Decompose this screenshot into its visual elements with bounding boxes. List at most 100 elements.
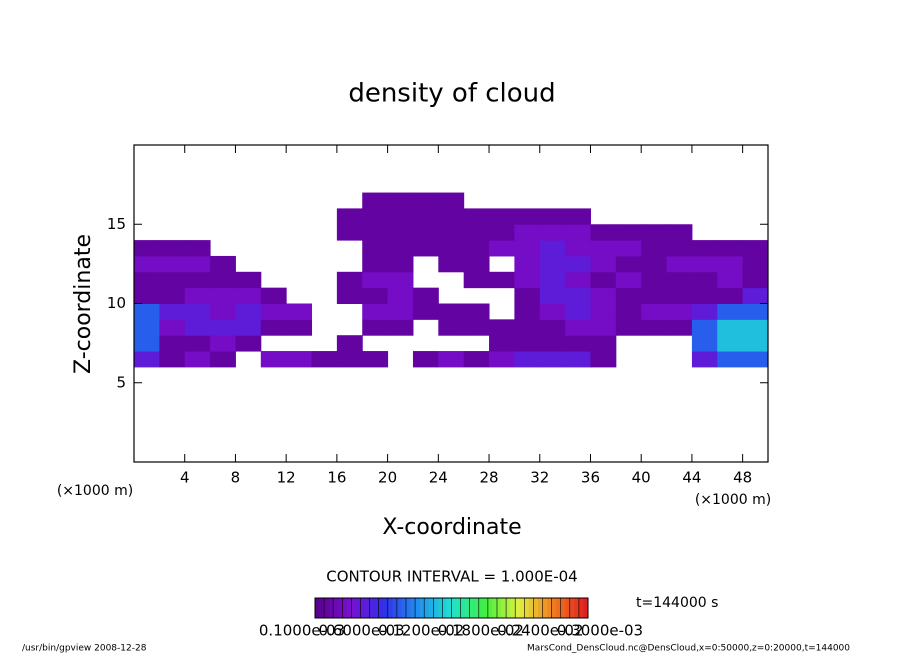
density-cell <box>565 287 591 304</box>
colorbar-swatch <box>569 598 575 618</box>
y-tick-label: 10 <box>107 294 126 312</box>
density-cell <box>691 335 718 352</box>
density-cell <box>666 224 693 241</box>
x-tick-label: 48 <box>733 469 752 487</box>
density-cell <box>159 351 186 368</box>
colorbar-swatch <box>365 598 370 618</box>
colorbar-swatch <box>442 598 448 618</box>
density-cell <box>489 224 515 241</box>
density-cell <box>387 287 414 304</box>
density-cell <box>489 271 515 289</box>
colorbar-swatch <box>355 598 361 618</box>
density-cell <box>438 303 465 320</box>
density-cell <box>590 224 617 241</box>
colorbar-swatch <box>346 598 352 618</box>
density-cell <box>463 351 490 368</box>
density-cell <box>742 335 769 352</box>
density-cell <box>539 224 566 241</box>
density-cell <box>666 240 693 257</box>
colorbar-swatch <box>369 598 375 618</box>
density-cell <box>362 271 389 289</box>
density-cell <box>387 192 414 209</box>
density-cell <box>691 319 718 336</box>
density-cell <box>463 255 490 273</box>
density-cell <box>463 319 490 336</box>
density-cell <box>210 287 236 304</box>
density-cell <box>387 224 414 241</box>
colorbar-swatch <box>337 598 343 618</box>
field <box>134 192 769 368</box>
colorbar-swatch <box>487 598 493 618</box>
density-cell <box>438 351 465 368</box>
density-cell <box>539 335 566 352</box>
colorbar-label: 0.3000e-03 <box>557 622 643 640</box>
density-cell <box>438 319 465 336</box>
contour-interval: CONTOUR INTERVAL = 1.000E-04 <box>326 568 577 586</box>
density-cell <box>387 271 414 289</box>
colorbar-swatch <box>351 598 357 618</box>
colorbar-swatch <box>424 598 430 618</box>
density-cell <box>666 319 693 336</box>
colorbar-swatch <box>387 598 393 618</box>
colorbar-swatch <box>506 598 512 618</box>
density-cell <box>691 351 718 368</box>
density-cell <box>615 271 642 289</box>
density-cell <box>539 287 566 304</box>
density-cell <box>691 271 718 289</box>
density-cell <box>159 240 186 257</box>
density-cell <box>412 208 439 225</box>
density-cell <box>387 208 414 225</box>
colorbar-swatch <box>537 598 543 618</box>
density-cell <box>286 303 313 320</box>
density-cell <box>134 319 160 336</box>
density-cell <box>590 335 617 352</box>
y-tick-label: 15 <box>107 215 126 233</box>
colorbar-swatch <box>378 598 384 618</box>
density-cell <box>514 319 541 336</box>
x-tick-label: 24 <box>429 469 448 487</box>
footer-right: MarsCond_DensCloud.nc@DensCloud,x=0:5000… <box>527 644 850 654</box>
x-tick-label: 32 <box>530 469 549 487</box>
density-cell <box>184 271 211 289</box>
colorbar-swatch <box>319 598 325 618</box>
x-tick-label: 12 <box>277 469 296 487</box>
density-cell <box>514 240 541 257</box>
density-cell <box>412 287 439 304</box>
density-cell <box>615 287 642 304</box>
density-cell <box>184 255 211 273</box>
x-tick-label: 28 <box>479 469 498 487</box>
colorbar-swatch <box>437 598 443 618</box>
x-tick-label: 8 <box>231 469 241 487</box>
density-cell <box>514 208 541 225</box>
x-tick-label: 40 <box>632 469 651 487</box>
density-cell <box>412 224 439 241</box>
density-cell <box>336 351 363 368</box>
colorbar-swatch <box>324 598 330 618</box>
density-cell <box>565 351 591 368</box>
colorbar-frame <box>314 597 589 619</box>
density-cell <box>362 351 389 368</box>
density-cell <box>666 287 693 304</box>
density-cell <box>489 319 515 336</box>
density-cell <box>134 240 160 257</box>
density-cell <box>159 271 186 289</box>
footer-left: /usr/bin/gpview 2008-12-28 <box>22 644 147 654</box>
density-cell <box>514 224 541 241</box>
density-cell <box>742 240 769 257</box>
colorbar-swatch <box>519 598 525 618</box>
density-cell <box>666 255 693 273</box>
density-cell <box>615 303 642 320</box>
density-cell <box>742 303 769 320</box>
density-cell <box>691 240 718 257</box>
density-cell <box>438 240 465 257</box>
density-cell <box>412 192 439 209</box>
colorbar-swatch <box>446 598 452 618</box>
density-cell <box>717 335 744 352</box>
density-cell <box>514 335 541 352</box>
density-cell <box>184 287 211 304</box>
colorbar-swatch <box>515 598 521 618</box>
density-cell <box>565 240 591 257</box>
density-cell <box>565 255 591 273</box>
colorbar-swatch <box>478 598 484 618</box>
density-cell <box>210 319 236 336</box>
